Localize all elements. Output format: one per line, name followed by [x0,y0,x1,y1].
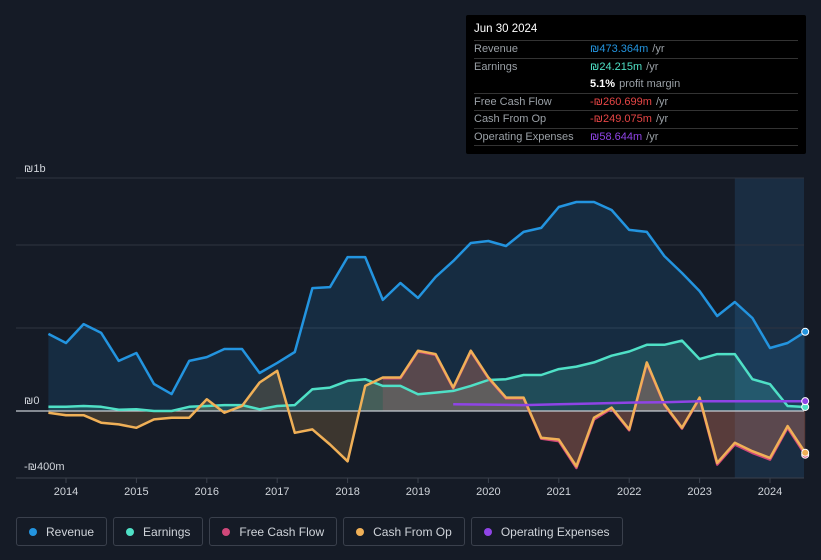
legend-label: Operating Expenses [500,524,610,539]
tooltip-value: ₪58.644m [590,130,643,143]
series-end-point [801,448,810,457]
y-axis-label: -₪400m [24,461,65,473]
series-area-earnings [48,340,806,411]
series-area-revenue [48,202,806,411]
tooltip-unit: profit margin [619,78,681,91]
tooltip-label: Cash From Op [474,113,547,126]
legend-dot-icon [483,527,492,536]
chart: 2014 2015 2016 2017 2018 2019 2020 2021 2022 2023… [16,163,810,498]
series-end-point [801,397,810,406]
series-end-point [801,327,810,336]
tooltip-row: Free Cash Flow -₪260.699m/yr [474,94,798,111]
series-line-operating-expenses [453,399,806,407]
y-axis-label: ₪0 [24,395,39,407]
legend-item-earnings[interactable]: Earnings [113,517,204,546]
tooltip-label: Revenue [474,43,519,56]
tooltip-row: Earnings ₪24.215m/yr [474,59,798,77]
x-tick-label: 2014 [54,486,78,498]
tooltip-value: -₪260.699m [590,95,652,108]
legend-dot-icon [126,527,135,536]
tooltip-value: -₪249.075m [590,113,652,126]
x-tick-label: 2016 [195,486,219,498]
x-tick-label: 2023 [687,486,711,498]
x-tick-label: 2020 [476,486,500,498]
tooltip-row: Operating Expenses ₪58.644m/yr [474,129,798,146]
x-tick-label: 2019 [406,486,430,498]
tooltip-label: Earnings [474,61,518,74]
legend-label: Free Cash Flow [239,524,325,539]
tooltip-value: ₪473.364m [590,43,649,56]
series-line-revenue [47,200,806,396]
legend-dot-icon [356,527,365,536]
tooltip-date: Jun 30 2024 [474,23,798,41]
legend-label: Cash From Op [373,524,452,539]
legend-item-cash-from-op[interactable]: Cash From Op [343,517,465,546]
series-line-cash-from-op [48,349,807,468]
series-line-earnings [48,339,806,413]
x-tick-label: 2017 [265,486,289,498]
tooltip-value: ₪24.215m [590,61,643,74]
legend: Revenue Earnings Free Cash Flow Cash From O… [16,517,623,546]
tooltip-unit: /yr [652,43,665,56]
tooltip-row: Revenue ₪473.364m/yr [474,41,798,59]
tooltip-row: Cash From Op -₪249.075m/yr [474,111,798,129]
x-tick-label: 2022 [617,486,641,498]
legend-dot-icon [222,527,231,536]
tooltip-row: 5.1% profit margin [474,76,798,94]
tooltip-label: Operating Expenses [474,130,574,143]
x-tick-label: 2024 [758,486,782,498]
legend-dot-icon [29,527,37,536]
legend-item-free-cash-flow[interactable]: Free Cash Flow [209,517,338,546]
legend-label: Revenue [46,524,95,539]
tooltip: Jun 30 2024 Revenue ₪473.364m/yr Earnings ₪… [466,15,806,154]
series-area-cash-from-op [48,350,806,467]
legend-item-revenue[interactable]: Revenue [16,517,108,546]
tooltip-value: 5.1% [590,78,616,91]
tooltip-unit: /yr [655,95,669,108]
x-tick-label: 2021 [547,486,571,498]
tooltip-unit: /yr [646,130,659,143]
y-axis-label: ₪1b [24,163,46,175]
x-tick-label: 2015 [124,486,148,498]
legend-label: Earnings [143,524,191,539]
tooltip-label: Free Cash Flow [474,95,552,108]
x-tick-label: 2018 [335,486,359,498]
legend-item-operating-expenses[interactable]: Operating Expenses [470,517,623,546]
tooltip-unit: /yr [655,113,669,126]
tooltip-unit: /yr [646,61,659,74]
